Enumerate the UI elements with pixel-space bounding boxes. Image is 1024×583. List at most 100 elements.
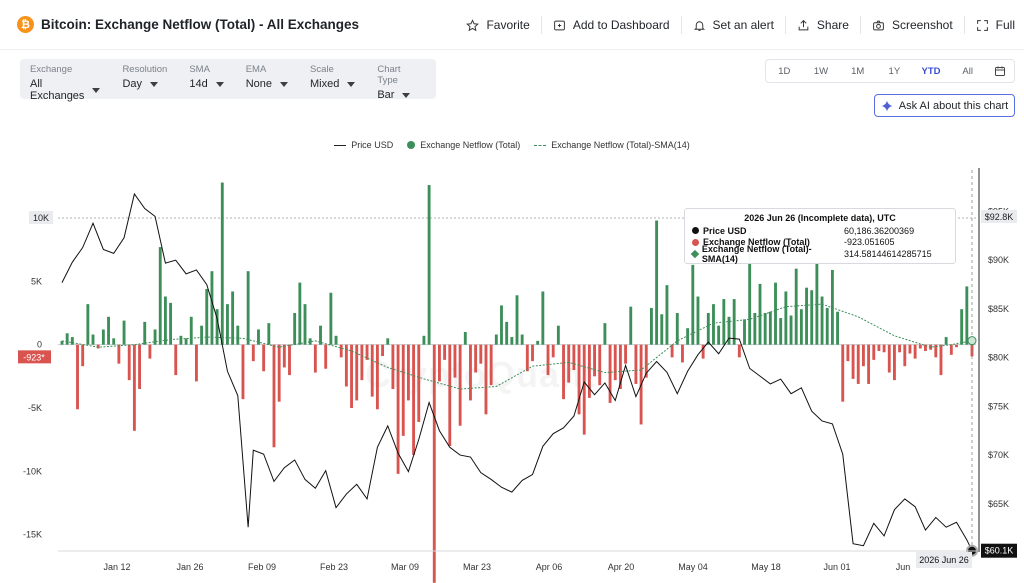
chevron-down-icon [92,87,101,93]
price-line [61,192,973,551]
chevron-down-icon [150,81,158,87]
share-label: Share [816,18,849,32]
netflow-badge-bg [18,350,51,364]
netflow-bar [644,344,648,378]
favorite-label: Favorite [486,18,530,32]
netflow-bar [587,344,591,398]
netflow-bar [158,247,162,345]
netflow-bar [887,344,891,373]
netflow-bar [386,338,390,345]
netflow-bar [841,344,845,402]
tooltip-row-sma: Exchange Netflow (Total)-SMA(14) 314.581… [690,244,948,264]
tooltip-row-netflow: Exchange Netflow (Total) -923.051605 [692,237,948,249]
netflow-bar [629,306,633,345]
netflow-bar [169,302,173,345]
sma-select[interactable]: SMA 14d [189,64,224,99]
netflow-bar [525,344,529,372]
resolution-select[interactable]: Resolution Day [122,64,167,99]
netflow-bar [608,344,612,403]
favorite-button[interactable]: Favorite [455,16,542,34]
tooltip-sma-value: 314.58144614285715 [844,248,932,259]
netflow-bar [479,344,483,364]
y-right-tick-label: $65K [988,499,1009,509]
range-all-button[interactable]: All [962,65,973,77]
exchange-label: Exchange [30,64,73,75]
scale-label: Scale [309,64,334,75]
y-left-tick-label: -15K [23,530,42,540]
legend-price[interactable]: Price USD [334,140,393,150]
chevron-down-icon [215,81,224,87]
scale-select[interactable]: Scale Mixed [309,64,356,99]
screenshot-label: Screenshot [891,18,953,32]
netflow-bar [861,344,865,367]
netflow-bar [422,335,426,345]
legend-sma-swatch [534,144,547,146]
add-to-dashboard-button[interactable]: Add to Dashboard [542,16,682,34]
tooltip-price-marker [692,227,699,235]
netflow-bar [370,344,374,397]
fullscreen-button[interactable]: Full [965,16,1024,34]
netflow-bar [732,299,736,345]
y-right-tick-label: $75K [988,401,1009,411]
chart-type-value: Bar [377,89,395,101]
netflow-bar [572,344,576,370]
price-badge-bg [981,543,1017,558]
chart-type-select[interactable]: Chart Type Bar [377,64,414,101]
netflow-bar [918,344,922,349]
netflow-bar [712,304,715,345]
legend-netflow[interactable]: Exchange Netflow (Total) [407,140,520,150]
netflow-bar [458,344,462,426]
set-alert-button[interactable]: Set an alert [682,16,786,34]
netflow-bar [867,344,871,384]
netflow-bar [758,283,762,345]
netflow-bar [593,344,596,377]
netflow-bar [706,313,710,345]
chevron-down-icon [402,92,411,98]
tooltip-netflow-marker [692,238,699,246]
netflow-bar [246,271,250,345]
netflow-bar [215,309,219,345]
netflow-bar [649,307,653,345]
range-1w-button[interactable]: 1W [813,65,829,77]
netflow-bar [660,314,664,345]
netflow-bar [820,296,824,345]
netflow-bar [412,344,416,455]
netflow-bar [200,325,204,345]
ema-value: None [245,78,272,90]
netflow-bar [934,344,938,358]
netflow-bar [205,288,209,345]
netflow-bar [836,311,840,345]
netflow-bar [86,304,90,345]
range-ytd-button[interactable]: YTD [921,65,941,77]
range-1d-button[interactable]: 1D [778,65,791,77]
date-picker-button[interactable] [986,65,1014,77]
set-alert-label: Set an alert [712,18,774,32]
sma-value: 14d [189,78,208,90]
screenshot-button[interactable]: Screenshot [861,16,965,34]
range-1y-button[interactable]: 1Y [888,65,901,77]
share-button[interactable]: Share [786,16,861,34]
netflow-bar [898,344,902,353]
ask-ai-button[interactable]: Ask AI about this chart [874,94,1015,117]
legend-sma[interactable]: Exchange Netflow (Total)-SMA(14) [534,140,690,150]
netflow-bar [908,344,912,354]
range-1m-button[interactable]: 1M [851,65,865,77]
netflow-bar [443,344,447,360]
netflow-bar [329,292,333,345]
netflow-bar [319,325,322,345]
chart-type-label: Chart Type [377,64,401,86]
netflow-bar [432,344,436,583]
netflow-bar [194,344,198,382]
netflow-bar [562,344,565,400]
sma-label: SMA [189,64,210,75]
y-left-tick-label: -5K [28,403,42,413]
ema-select[interactable]: EMA None [246,64,288,99]
tooltip-sma-name: Exchange Netflow (Total)-SMA(14) [701,243,812,264]
x-tick-label: Jan 26 [176,562,203,572]
netflow-bar [774,282,777,345]
time-range-selector: 1D 1W 1M 1Y YTD All [765,59,1015,83]
chevron-down-icon [279,81,288,87]
netflow-bar [65,333,69,345]
exchange-select[interactable]: Exchange All Exchanges [30,64,101,102]
netflow-bar [556,325,560,345]
